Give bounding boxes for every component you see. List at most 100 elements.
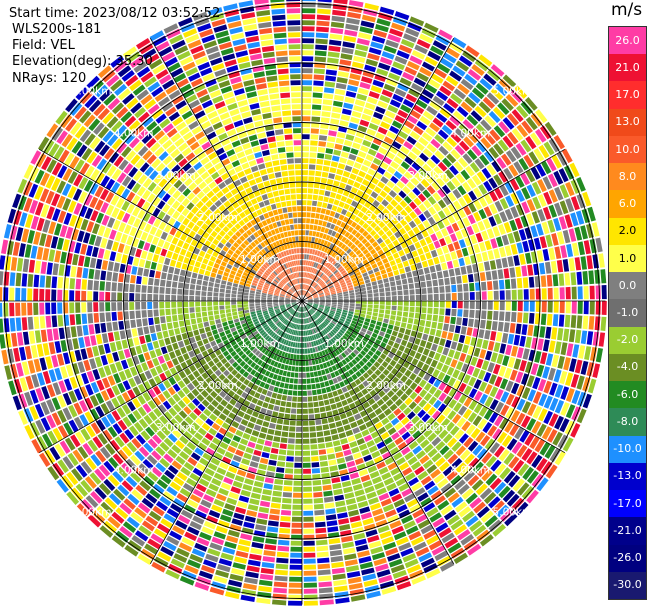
velocity-cell	[371, 476, 382, 485]
velocity-cell	[314, 509, 325, 516]
velocity-cell	[33, 288, 39, 301]
velocity-cell	[476, 448, 488, 460]
velocity-cell	[100, 270, 107, 281]
velocity-cell	[401, 431, 411, 441]
velocity-cell	[302, 8, 316, 14]
velocity-cell	[283, 345, 288, 352]
velocity-cell	[39, 288, 45, 301]
velocity-cell	[365, 209, 373, 217]
velocity-cell	[291, 528, 302, 534]
velocity-cell	[78, 255, 85, 267]
velocity-cell	[374, 369, 382, 376]
velocity-cell	[280, 294, 285, 297]
velocity-cell	[321, 323, 326, 328]
velocity-cell	[324, 349, 329, 355]
velocity-cell	[363, 275, 370, 281]
velocity-cell	[521, 373, 530, 386]
velocity-cell	[309, 420, 315, 426]
velocity-cell	[302, 50, 314, 56]
velocity-cell	[158, 404, 167, 414]
velocity-cell	[577, 301, 583, 314]
velocity-cell	[347, 503, 358, 511]
velocity-cell	[454, 144, 466, 156]
velocity-cell	[414, 241, 422, 249]
velocity-cell	[388, 72, 401, 82]
velocity-cell	[173, 373, 182, 382]
velocity-cell	[298, 306, 301, 312]
velocity-cell	[287, 334, 291, 340]
velocity-cell	[281, 332, 286, 338]
velocity-cell	[272, 347, 278, 354]
velocity-cell	[432, 369, 440, 378]
velocity-cell	[39, 302, 45, 315]
velocity-cell	[404, 214, 413, 223]
velocity-cell	[260, 354, 267, 361]
velocity-cell	[391, 368, 399, 376]
velocity-cell	[77, 230, 85, 242]
velocity-cell	[314, 377, 320, 383]
velocity-cell	[495, 332, 503, 342]
velocity-cell	[323, 399, 330, 406]
velocity-cell	[259, 500, 271, 508]
velocity-cell	[199, 457, 209, 467]
velocity-cell	[381, 472, 392, 481]
velocity-cell	[332, 278, 338, 283]
velocity-cell	[501, 234, 510, 246]
velocity-cell	[261, 303, 267, 306]
velocity-cell	[302, 444, 310, 450]
velocity-cell	[315, 213, 320, 219]
velocity-cell	[281, 290, 286, 294]
velocity-cell	[309, 317, 313, 322]
velocity-cell	[235, 337, 242, 343]
velocity-cell	[389, 125, 400, 135]
velocity-cell	[479, 393, 488, 405]
velocity-cell	[52, 427, 63, 442]
velocity-cell	[379, 292, 385, 297]
velocity-cell	[509, 178, 520, 191]
velocity-cell	[427, 448, 438, 458]
velocity-cell	[373, 301, 379, 305]
velocity-cell	[300, 306, 302, 312]
velocity-cell	[497, 431, 508, 444]
velocity-cell	[407, 166, 417, 176]
velocity-cell	[313, 334, 317, 340]
velocity-cell	[273, 581, 288, 588]
velocity-cell	[319, 455, 328, 461]
velocity-cell	[262, 376, 268, 383]
velocity-cell	[370, 85, 382, 94]
velocity-cell	[68, 351, 76, 363]
velocity-cell	[537, 194, 547, 207]
velocity-cell	[320, 357, 326, 363]
velocity-cell	[333, 100, 343, 108]
velocity-cell	[315, 312, 320, 317]
velocity-cell	[244, 515, 256, 523]
velocity-cell	[463, 205, 472, 216]
velocity-cell	[364, 485, 375, 494]
velocity-cell	[541, 426, 553, 440]
velocity-cell	[317, 557, 330, 564]
velocity-cell	[131, 535, 146, 547]
velocity-cell	[172, 321, 179, 329]
velocity-cell	[307, 303, 313, 306]
velocity-cell	[75, 483, 88, 497]
velocity-cell	[420, 354, 427, 363]
velocity-cell	[378, 62, 391, 71]
velocity-cell	[481, 301, 487, 310]
velocity-cell	[378, 390, 386, 398]
velocity-cell	[530, 113, 543, 127]
velocity-cell	[319, 593, 334, 600]
velocity-cell	[217, 353, 225, 361]
velocity-cell	[281, 325, 286, 331]
velocity-cell	[219, 331, 226, 338]
velocity-cell	[196, 353, 204, 361]
velocity-cell	[227, 320, 234, 325]
velocity-cell	[410, 461, 422, 471]
velocity-cell	[384, 238, 392, 245]
velocity-cell	[336, 457, 346, 464]
velocity-cell	[400, 393, 409, 402]
velocity-cell	[310, 378, 315, 384]
velocity-cell	[427, 196, 437, 205]
velocity-cell	[473, 379, 482, 390]
velocity-cell	[397, 166, 407, 175]
velocity-cell	[273, 303, 279, 306]
